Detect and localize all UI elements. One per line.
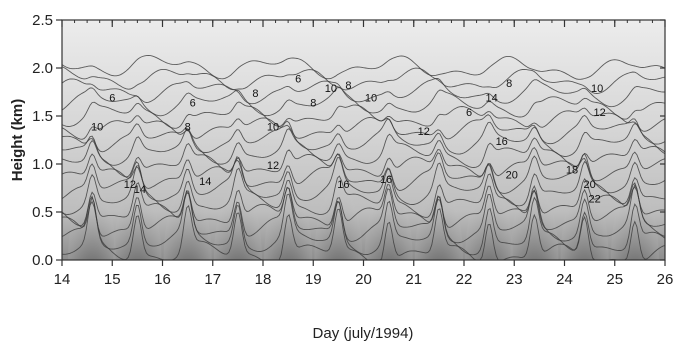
plume <box>213 185 262 260</box>
contour-line <box>62 183 665 244</box>
x-tick-label: 18 <box>255 271 272 288</box>
contour-label: 16 <box>496 136 508 148</box>
contour-label: 20 <box>584 179 596 191</box>
x-tick-label: 26 <box>657 271 673 288</box>
y-axis: 0.0 0.5 1.0 1.5 2.0 2.5 <box>32 12 665 269</box>
plume <box>113 185 162 260</box>
contour-label: 12 <box>124 179 136 191</box>
contour-label: 10 <box>91 121 103 133</box>
contour-label: 10 <box>365 93 377 105</box>
plume <box>414 185 463 260</box>
contour-label: 8 <box>310 97 316 109</box>
x-tick-label: 22 <box>456 271 473 288</box>
x-tick-label: 24 <box>556 271 573 288</box>
contour-label: 12 <box>418 126 430 138</box>
contour-line <box>62 55 665 80</box>
plume <box>68 185 117 260</box>
x-tick-label: 20 <box>355 271 372 288</box>
y-tick-label: 2.0 <box>32 60 53 77</box>
plume <box>510 185 559 260</box>
contour-label: 8 <box>345 80 351 92</box>
contour-label: 12 <box>594 107 606 119</box>
contour-label: 8 <box>506 78 512 90</box>
contour-line <box>62 87 665 120</box>
contour-line <box>62 165 665 218</box>
y-tick-label: 1.5 <box>32 108 53 125</box>
contour-line <box>62 156 665 207</box>
contour-label: 8 <box>252 88 258 100</box>
contour-label: 10 <box>325 83 337 95</box>
contour-line <box>62 190 665 256</box>
contour-label: 14 <box>199 176 211 188</box>
contour-label: 8 <box>185 121 191 133</box>
y-axis-title: Height (km) <box>9 99 26 182</box>
y-tick-label: 2.5 <box>32 12 53 29</box>
x-tick-label: 17 <box>204 271 221 288</box>
contour-label: 12 <box>267 160 279 172</box>
contour-label: 6 <box>109 93 115 105</box>
contour-label: 22 <box>589 193 601 205</box>
contour-label: 18 <box>566 165 578 177</box>
contour-label: 10 <box>591 83 603 95</box>
contour-line <box>62 118 665 157</box>
contour-label: 10 <box>267 121 279 133</box>
contour-label: 20 <box>506 169 518 181</box>
contour-label: 16 <box>380 174 392 186</box>
x-axis: 14 15 16 17 18 19 20 21 22 23 24 25 26 <box>54 20 673 288</box>
contour-line <box>62 101 665 132</box>
contour-label: 6 <box>190 97 196 109</box>
contour-label: 6 <box>295 73 301 85</box>
contour-label: 14 <box>486 93 498 105</box>
x-tick-label: 16 <box>154 271 171 288</box>
plume <box>560 185 609 260</box>
x-tick-label: 19 <box>305 271 322 288</box>
contour-line <box>62 78 665 108</box>
contour-label: 6 <box>466 107 472 119</box>
contour-label: 14 <box>134 184 146 196</box>
y-tick-label: 1.0 <box>32 156 53 173</box>
x-axis-title: Day (july/1994) <box>313 325 414 342</box>
contour-line <box>62 66 665 94</box>
x-tick-label: 15 <box>104 271 121 288</box>
x-tick-label: 25 <box>606 271 623 288</box>
x-tick-label: 21 <box>405 271 422 288</box>
contour-label: 16 <box>337 179 349 191</box>
contour-line <box>62 128 665 168</box>
contour-line <box>62 140 665 182</box>
plume <box>465 185 514 260</box>
y-tick-label: 0.5 <box>32 204 53 221</box>
contour-line <box>62 152 665 194</box>
x-tick-label: 14 <box>54 271 71 288</box>
x-tick-label: 23 <box>506 271 523 288</box>
y-tick-label: 0.0 <box>32 252 53 269</box>
contour-line <box>62 182 665 231</box>
